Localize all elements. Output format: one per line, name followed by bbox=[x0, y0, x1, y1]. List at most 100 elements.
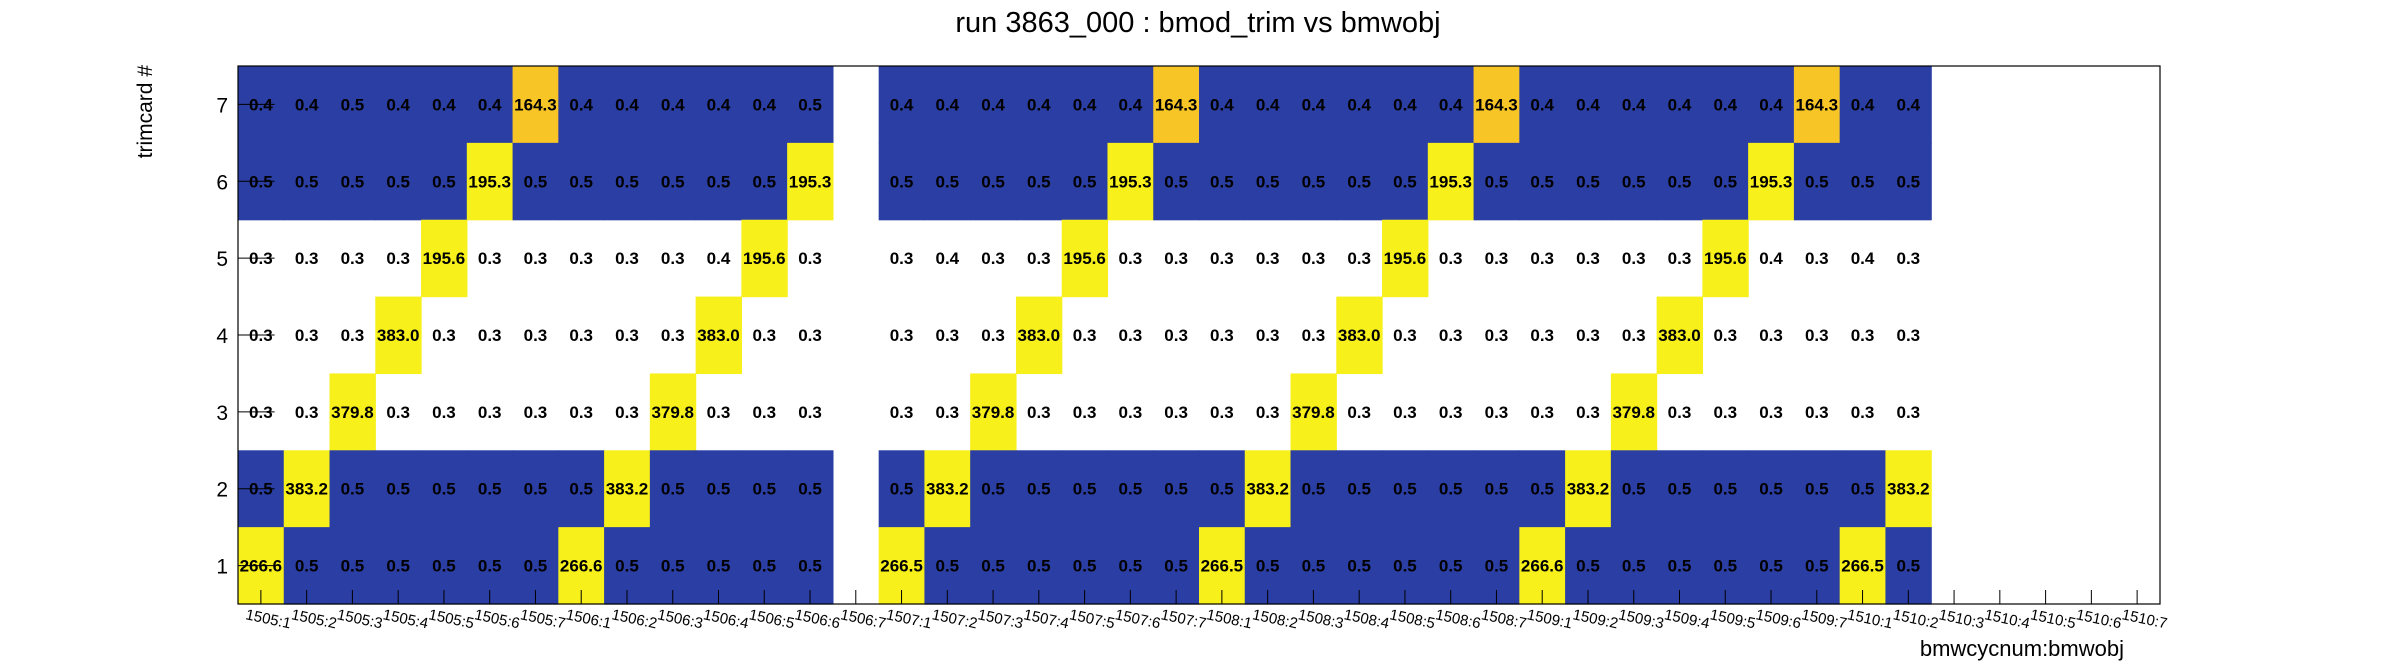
heatmap-cell bbox=[329, 66, 376, 144]
cell-value-label: 0.5 bbox=[798, 480, 822, 499]
heatmap-cell bbox=[1793, 66, 1841, 144]
cell-value-label: 0.3 bbox=[1530, 403, 1554, 422]
cell-value-label: 0.5 bbox=[524, 172, 548, 191]
cell-value-label: 0.3 bbox=[1576, 249, 1600, 268]
heatmap-cell bbox=[924, 142, 971, 221]
cell-value-label: 0.3 bbox=[1622, 249, 1646, 268]
heatmap-cell bbox=[741, 219, 788, 298]
x-tick-label: 1505:4 bbox=[381, 606, 429, 632]
cell-value-label: 0.5 bbox=[432, 480, 456, 499]
cell-value-label: 0.3 bbox=[569, 403, 593, 422]
cell-value-label: 0.4 bbox=[1851, 95, 1875, 114]
heatmap-cell bbox=[604, 66, 651, 144]
heatmap-cell bbox=[1519, 66, 1566, 144]
x-tick-label: 1509:5 bbox=[1708, 606, 1756, 632]
x-tick-label: 1507:1 bbox=[885, 606, 933, 632]
heatmap-cell bbox=[1107, 450, 1154, 528]
cell-value-label: 0.5 bbox=[707, 557, 731, 576]
cell-value-label: 0.5 bbox=[478, 480, 502, 499]
heatmap-cell bbox=[375, 450, 422, 528]
heatmap-cell bbox=[421, 450, 468, 528]
cell-value-label: 0.3 bbox=[1805, 403, 1829, 422]
cell-value-label: 0.5 bbox=[661, 480, 685, 499]
x-tick-label: 1510:6 bbox=[2075, 606, 2123, 632]
cell-value-label: 0.4 bbox=[1851, 249, 1875, 268]
cell-value-label: 0.5 bbox=[1302, 557, 1326, 576]
cell-value-label: 0.5 bbox=[1393, 172, 1417, 191]
y-tick-label: 6 bbox=[216, 171, 228, 194]
cell-value-label: 0.5 bbox=[890, 172, 914, 191]
heatmap-cell bbox=[1427, 66, 1475, 144]
cell-value-label: 0.5 bbox=[752, 557, 776, 576]
heatmap-cell bbox=[558, 66, 605, 144]
heatmap-cell bbox=[466, 450, 514, 528]
cell-value-label: 383.2 bbox=[1567, 480, 1610, 499]
heatmap-cell bbox=[1061, 219, 1109, 298]
cell-value-label: 195.6 bbox=[1063, 249, 1106, 268]
cell-value-label: 0.5 bbox=[1027, 480, 1051, 499]
cell-value-label: 0.3 bbox=[890, 326, 914, 345]
heatmap-cell bbox=[1839, 142, 1887, 221]
cell-value-label: 0.4 bbox=[615, 95, 639, 114]
cell-value-label: 195.3 bbox=[789, 172, 832, 191]
heatmap-cell bbox=[466, 66, 514, 144]
cell-value-label: 0.3 bbox=[1393, 326, 1417, 345]
cell-value-label: 0.5 bbox=[752, 480, 776, 499]
x-tick-label: 1506:2 bbox=[610, 606, 658, 632]
cell-value-label: 379.8 bbox=[651, 403, 694, 422]
cell-value-label: 0.5 bbox=[1347, 172, 1371, 191]
cell-value-label: 0.5 bbox=[1622, 557, 1646, 576]
cell-value-label: 0.3 bbox=[1576, 326, 1600, 345]
cell-value-label: 0.5 bbox=[432, 557, 456, 576]
cell-value-label: 0.3 bbox=[1164, 249, 1188, 268]
x-axis-title: bmwcycnum:bmwobj bbox=[1920, 636, 2124, 661]
cell-value-label: 0.5 bbox=[1302, 480, 1326, 499]
cell-value-label: 0.5 bbox=[341, 557, 365, 576]
heatmap-cell bbox=[1382, 450, 1429, 528]
x-tick-label: 1510:7 bbox=[2120, 606, 2168, 632]
heatmap-cell bbox=[558, 142, 605, 221]
heatmap-cell bbox=[1610, 142, 1658, 221]
cell-value-label: 379.8 bbox=[1612, 403, 1655, 422]
heatmap-cell bbox=[1382, 219, 1429, 298]
heatmap-cell bbox=[649, 66, 697, 144]
cell-value-label: 0.3 bbox=[661, 249, 685, 268]
cell-value-label: 0.5 bbox=[981, 480, 1005, 499]
heatmap-cell bbox=[1610, 373, 1658, 451]
cell-value-label: 195.6 bbox=[1704, 249, 1747, 268]
x-tick-label: 1508:4 bbox=[1342, 606, 1390, 632]
cell-value-label: 0.3 bbox=[524, 326, 548, 345]
cell-value-label: 0.5 bbox=[1668, 172, 1692, 191]
cell-value-label: 383.0 bbox=[1338, 326, 1381, 345]
cell-value-label: 0.3 bbox=[295, 249, 319, 268]
cell-value-label: 0.3 bbox=[1439, 326, 1463, 345]
cell-value-label: 0.5 bbox=[386, 480, 410, 499]
cell-value-label: 0.5 bbox=[1027, 557, 1051, 576]
cell-value-label: 0.5 bbox=[1119, 480, 1143, 499]
cell-value-label: 0.3 bbox=[1347, 403, 1371, 422]
cell-value-label: 0.5 bbox=[935, 172, 959, 191]
heatmap-cell bbox=[1610, 450, 1658, 528]
cell-value-label: 0.3 bbox=[615, 403, 639, 422]
cell-value-label: 0.5 bbox=[524, 480, 548, 499]
heatmap-cell bbox=[512, 66, 559, 144]
heatmap-cell bbox=[787, 66, 834, 144]
x-tick-label: 1506:4 bbox=[702, 606, 750, 632]
heatmap-cell bbox=[283, 142, 331, 221]
cell-value-label: 164.3 bbox=[1796, 95, 1839, 114]
cell-value-label: 0.5 bbox=[707, 480, 731, 499]
cell-value-label: 0.3 bbox=[386, 403, 410, 422]
x-tick-label: 1510:3 bbox=[1937, 606, 1985, 632]
cell-value-label: 0.3 bbox=[752, 326, 776, 345]
cell-value-label: 0.3 bbox=[1119, 326, 1143, 345]
x-tick-label: 1505:3 bbox=[336, 606, 384, 632]
y-axis-title: trimcard # bbox=[134, 65, 157, 159]
heatmap-cell bbox=[787, 142, 834, 221]
x-tick-label: 1510:4 bbox=[1983, 606, 2031, 632]
cell-value-label: 0.5 bbox=[1713, 480, 1737, 499]
chart-title: run 3863_000 : bmod_trim vs bmwobj bbox=[955, 7, 1440, 39]
heatmap-cell bbox=[283, 66, 331, 144]
heatmap-cell bbox=[1382, 142, 1429, 221]
cell-value-label: 0.5 bbox=[1668, 557, 1692, 576]
cell-value-label: 0.3 bbox=[661, 326, 685, 345]
